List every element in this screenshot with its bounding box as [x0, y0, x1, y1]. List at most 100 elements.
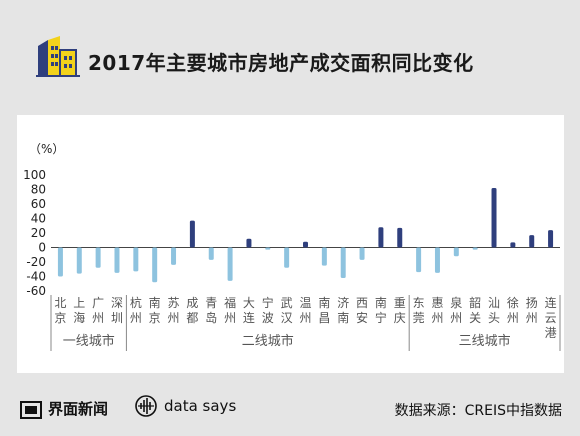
- bar-武汉: [284, 247, 290, 268]
- bar-深圳: [114, 247, 120, 273]
- brand-logo-icon: [20, 400, 42, 419]
- x-tick-label-char: 成: [186, 296, 198, 310]
- x-tick-label-char: 州: [92, 311, 104, 325]
- x-tick-label-char: 南: [149, 295, 161, 310]
- bar-连云港: [548, 230, 554, 248]
- bar-汕头: [491, 188, 497, 248]
- x-tick-label-char: 州: [431, 311, 443, 325]
- x-tick-label-char: 关: [469, 311, 481, 325]
- bar-泉州: [453, 247, 459, 257]
- x-tick-label-char: 昌: [318, 311, 330, 325]
- y-tick-label: 60: [31, 197, 46, 211]
- bar-东莞: [416, 247, 422, 273]
- x-tick-label-char: 大: [243, 296, 255, 310]
- y-tick-label: -60: [26, 284, 46, 298]
- x-tick-label-char: 北: [54, 296, 66, 310]
- x-tick-label-char: 州: [299, 311, 311, 325]
- bar-徐州: [510, 242, 516, 248]
- x-tick-label-char: 南: [318, 295, 330, 310]
- x-tick-label-char: 州: [507, 311, 519, 325]
- x-tick-label-char: 州: [450, 311, 462, 325]
- y-axis-unit-label: （%）: [29, 142, 64, 156]
- x-tick-label-char: 州: [168, 311, 180, 325]
- x-tick-label-char: 韶: [469, 295, 481, 310]
- data-says: data says: [134, 394, 236, 418]
- x-tick-label-char: 波: [262, 311, 274, 325]
- x-tick-label-char: 汉: [281, 311, 293, 325]
- x-tick-label-char: 杭: [130, 295, 142, 310]
- y-tick-label: 20: [31, 226, 46, 240]
- bar-青岛: [208, 247, 214, 260]
- x-tick-label-char: 温: [299, 296, 311, 310]
- y-tick-label: 80: [31, 183, 46, 197]
- x-tick-label-char: 宁: [262, 295, 274, 310]
- x-tick-label-char: 连: [243, 310, 255, 325]
- x-tick-label-char: 安: [356, 310, 368, 325]
- group-label: 一线城市: [63, 333, 115, 349]
- x-tick-label-char: 福: [224, 295, 236, 310]
- y-tick-label: 40: [31, 212, 46, 226]
- y-tick-label: -20: [26, 255, 46, 269]
- bar-大连: [246, 238, 252, 248]
- bar-宁波: [265, 247, 271, 250]
- x-tick-label-char: 泉: [450, 296, 462, 310]
- city-buildings-icon: [36, 36, 80, 77]
- x-tick-label-char: 云: [545, 311, 557, 325]
- x-tick-label-char: 州: [526, 311, 538, 325]
- x-tick-label-char: 莞: [413, 311, 425, 325]
- x-tick-label-char: 州: [130, 311, 142, 325]
- bar-南宁: [378, 227, 384, 248]
- x-tick-label-char: 汕: [488, 296, 500, 310]
- x-tick-label-char: 南: [337, 310, 349, 325]
- x-tick-label-char: 西: [356, 296, 368, 310]
- x-tick-label-char: 青: [205, 296, 217, 310]
- data-says-icon: [135, 395, 157, 417]
- bar-韶关: [472, 247, 478, 250]
- x-tick-label-char: 京: [149, 311, 161, 325]
- group-label: 三线城市: [459, 333, 511, 349]
- bar-扬州: [529, 235, 535, 248]
- chart-card: （%） 100 80 60 40 20 0 -20 -40 -60 北京上海广州深圳杭州南京苏州成都…: [17, 115, 564, 373]
- x-tick-label-char: 武: [281, 296, 293, 310]
- brand-name: 界面新闻: [48, 400, 109, 418]
- bar-西安: [359, 247, 365, 260]
- bar-上海: [76, 247, 82, 274]
- data-source: 数据来源：CREIS中指数据: [394, 403, 562, 419]
- bar-重庆: [397, 227, 403, 248]
- bar-成都: [189, 220, 195, 248]
- brand: 界面新闻: [20, 398, 108, 419]
- x-tick-label-char: 头: [488, 311, 500, 325]
- bar-温州: [303, 241, 308, 248]
- x-tick-label-char: 庆: [394, 311, 406, 325]
- bar-广州: [95, 247, 101, 268]
- data-says-label: data says: [164, 397, 237, 415]
- bar-杭州: [133, 247, 139, 272]
- bar-南昌: [321, 247, 327, 266]
- x-tick-label-char: 京: [54, 311, 66, 325]
- x-tick-label-char: 徐: [507, 295, 519, 310]
- bar-济南: [340, 247, 346, 278]
- x-tick-label-char: 惠: [431, 296, 443, 310]
- x-tick-label-char: 圳: [111, 311, 123, 325]
- bar-苏州: [171, 247, 177, 265]
- y-tick-label: 100: [23, 168, 46, 182]
- chart-title: 2017年主要城市房地产成交面积同比变化: [88, 51, 474, 75]
- x-tick-label-char: 州: [224, 311, 236, 325]
- x-tick-label-char: 岛: [205, 310, 217, 325]
- x-tick-label-char: 港: [545, 326, 557, 340]
- x-tick-label-char: 广: [92, 296, 104, 310]
- x-tick-label-char: 南: [375, 295, 387, 310]
- x-tick-label-char: 都: [186, 311, 198, 325]
- x-tick-label-char: 重: [394, 296, 406, 310]
- bar-福州: [227, 247, 233, 281]
- x-tick-label-char: 苏: [168, 296, 180, 310]
- x-tick-label-char: 济: [337, 295, 349, 310]
- x-tick-label-char: 连: [545, 295, 557, 310]
- bar-惠州: [434, 247, 440, 273]
- x-tick-label-char: 扬: [526, 295, 538, 310]
- x-tick-label-char: 上: [73, 296, 85, 310]
- footer: 界面新闻 data says 数据来源：CREIS中指数据: [0, 380, 580, 436]
- x-tick-label-char: 东: [413, 296, 425, 310]
- y-tick-label: -40: [26, 270, 46, 284]
- x-tick-label-char: 深: [111, 296, 123, 310]
